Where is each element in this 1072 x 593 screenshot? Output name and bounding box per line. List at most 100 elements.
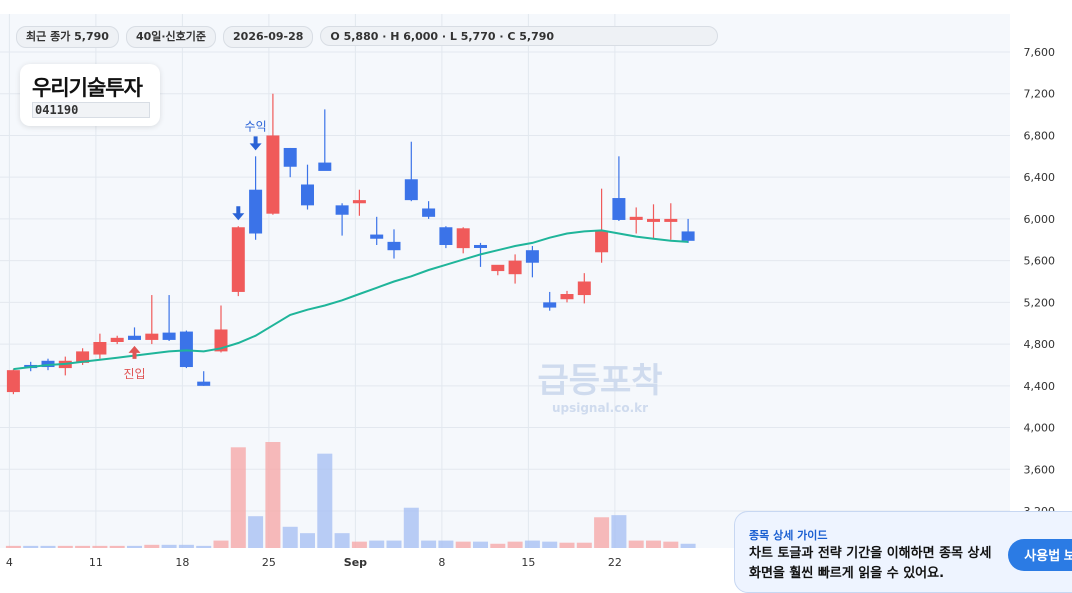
- price-chart[interactable]: 급등포착 upsignal.co.kr 진입 수익 7,600 7,200 6,800…: [0, 0, 1072, 579]
- candle: [560, 290, 574, 303]
- volume-bar: [559, 542, 575, 548]
- candle: [214, 305, 228, 353]
- guide-card: 종목 상세 가이드 차트 토글과 전략 기간을 이해하면 종목 상세 화면을 훨…: [734, 511, 1072, 593]
- candle: [491, 264, 505, 276]
- volume-bar: [524, 540, 540, 548]
- volume-bar: [576, 542, 592, 548]
- candle: [647, 204, 660, 239]
- volume-bar: [351, 541, 367, 548]
- y-tick-label: 6,000: [1024, 213, 1056, 226]
- guide-body-line2: 화면을 훨씬 빠르게 읽을 수 있어요.: [749, 566, 945, 581]
- candle: [249, 156, 263, 240]
- guide-body: 차트 토글과 전략 기간을 이해하면 종목 상세 화면을 훨씬 빠르게 읽을 수…: [749, 544, 991, 584]
- y-tick-label: 3,600: [1024, 463, 1056, 476]
- candle: [179, 330, 193, 369]
- volume-bar: [473, 541, 488, 548]
- candle-body: [474, 244, 487, 248]
- volume-bar: [282, 526, 298, 548]
- volume-bar: [92, 545, 108, 548]
- candle-body: [612, 198, 626, 220]
- candle-body: [162, 332, 176, 340]
- x-tick-label: Sep: [344, 556, 367, 569]
- volume-bar: [594, 517, 610, 548]
- candle-body: [404, 179, 418, 201]
- x-tick-label: 4: [6, 556, 13, 569]
- stock-card: 우리기술투자 041190: [20, 64, 160, 126]
- volume-bar: [628, 540, 644, 548]
- moving-average-line: [13, 229, 689, 371]
- candle-body: [681, 231, 695, 241]
- candle: [283, 147, 297, 178]
- candle-body: [179, 331, 193, 368]
- candle-body: [525, 250, 539, 263]
- y-tick-label: 4,000: [1024, 422, 1056, 435]
- candle: [301, 164, 314, 210]
- volume-bar: [369, 540, 385, 548]
- candle-body: [197, 381, 211, 386]
- candles: [6, 93, 695, 395]
- candle-body: [93, 342, 107, 355]
- volume-bar: [161, 544, 177, 548]
- volume-bar: [300, 533, 315, 548]
- candle: [318, 109, 332, 171]
- volume-bar: [542, 541, 558, 548]
- y-tick-label: 6,400: [1024, 171, 1056, 184]
- candle: [93, 333, 107, 359]
- candle: [145, 295, 159, 345]
- candle-body: [577, 281, 591, 296]
- volume-bar: [196, 545, 212, 548]
- candle-body: [266, 135, 280, 214]
- x-tick-label: 25: [262, 556, 276, 569]
- volume-bar: [40, 545, 56, 548]
- candle-body: [145, 333, 159, 340]
- candle-body: [128, 335, 141, 340]
- ohlc-chip: O 5,880 · H 6,000 · L 5,770 · C 5,790: [320, 26, 719, 46]
- period-chip[interactable]: 40일·신호기준: [125, 26, 217, 48]
- y-tick-label: 7,600: [1024, 46, 1056, 59]
- candle-body: [422, 208, 436, 217]
- candle: [577, 273, 591, 304]
- y-tick-label: 7,200: [1024, 88, 1056, 101]
- candle: [352, 189, 366, 216]
- candle-body: [283, 147, 297, 167]
- volume-bar: [230, 447, 246, 548]
- watermark: 급등포착 upsignal.co.kr: [537, 361, 662, 415]
- candle-body: [41, 360, 55, 368]
- x-tick-label: 15: [521, 556, 535, 569]
- candle: [595, 188, 609, 263]
- plot-background: [0, 14, 1010, 548]
- volume-bar: [23, 545, 39, 548]
- volume-bar: [144, 544, 160, 548]
- candle: [543, 291, 557, 311]
- y-tick-label: 5,200: [1024, 296, 1056, 309]
- candle-body: [370, 234, 384, 239]
- candle-body: [318, 162, 332, 171]
- candle-body: [629, 216, 643, 220]
- candle-body: [560, 294, 574, 300]
- candle: [439, 226, 453, 249]
- exit-label: 수익: [245, 119, 267, 133]
- y-axis-labels: 7,600 7,200 6,800 6,400 6,000 5,600 5,200 4,800…: [1024, 46, 1056, 518]
- candle: [266, 93, 280, 215]
- candle: [6, 369, 20, 395]
- candle-body: [595, 231, 609, 253]
- volume-bar: [265, 442, 281, 548]
- candle-body: [543, 302, 557, 308]
- y-tick-label: 5,600: [1024, 255, 1056, 268]
- last-close-chip: 최근 종가 5,790: [16, 26, 119, 48]
- volume-bar: [663, 541, 679, 548]
- x-tick-label: 11: [89, 556, 103, 569]
- candle: [110, 335, 124, 345]
- candle-body: [214, 329, 228, 352]
- volume-bar: [438, 540, 454, 548]
- x-tick-label: 18: [175, 556, 189, 569]
- guide-button[interactable]: 사용법 보기: [1008, 539, 1072, 571]
- y-tick-label: 6,800: [1024, 129, 1056, 142]
- candle: [629, 207, 643, 234]
- candle-body: [301, 184, 314, 206]
- volume-bar: [127, 545, 142, 548]
- y-tick-label: 4,800: [1024, 338, 1056, 351]
- volume-bar: [455, 541, 471, 548]
- candle: [231, 226, 245, 297]
- volume-bar: [178, 544, 194, 548]
